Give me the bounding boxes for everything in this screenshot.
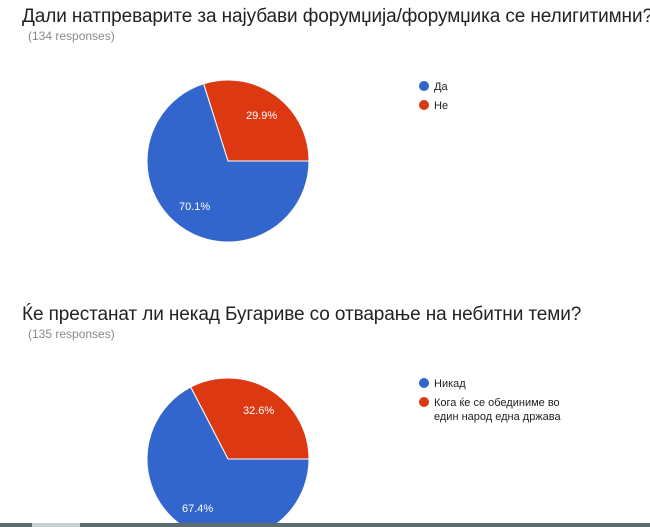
slice-label-never: 67.4% [182, 503, 213, 515]
pie-slice-yes[interactable] [146, 83, 310, 243]
slice-label-sometime: 32.6% [243, 405, 274, 417]
legend-label: Кога ќе се обединиме во един народ една … [434, 397, 561, 423]
legend-item-sometime[interactable]: Кога ќе се обединиме во един народ една … [419, 396, 604, 424]
question-2-pie-chart: 32.6% 67.4% [146, 377, 310, 523]
legend-item-no[interactable]: Не [419, 99, 604, 113]
legend-label: Не [434, 100, 449, 112]
pie-slice-no[interactable] [202, 79, 310, 162]
question-2-response-count: (135 responses) [28, 327, 115, 341]
pie-slice-never[interactable] [146, 386, 310, 523]
slice-label-no: 29.9% [246, 110, 277, 122]
legend-label: Да [434, 81, 448, 93]
question-1-title: Дали натпреварите за најубави форумџија/… [22, 6, 650, 27]
slice-label-yes: 70.1% [179, 201, 210, 213]
bottom-edge-bar [0, 523, 650, 527]
legend-dot-icon [419, 397, 429, 407]
legend-dot-icon [419, 100, 429, 110]
question-1-response-count: (134 responses) [28, 29, 115, 43]
bottom-edge-segment [32, 523, 80, 527]
pie-slice-sometime[interactable] [190, 377, 310, 460]
question-2-title: Ќе престанат ли некад Бугариве со отвара… [22, 304, 582, 325]
question-1-legend: Да Не [419, 80, 604, 118]
question-1-pie-chart: 29.9% 70.1% [146, 79, 310, 243]
legend-dot-icon [419, 81, 429, 91]
legend-item-yes[interactable]: Да [419, 80, 604, 94]
question-2-legend: Никад Кога ќе се обединиме во един народ… [419, 377, 604, 429]
legend-dot-icon [419, 378, 429, 388]
legend-label: Никад [434, 378, 466, 390]
legend-item-never[interactable]: Никад [419, 377, 604, 391]
